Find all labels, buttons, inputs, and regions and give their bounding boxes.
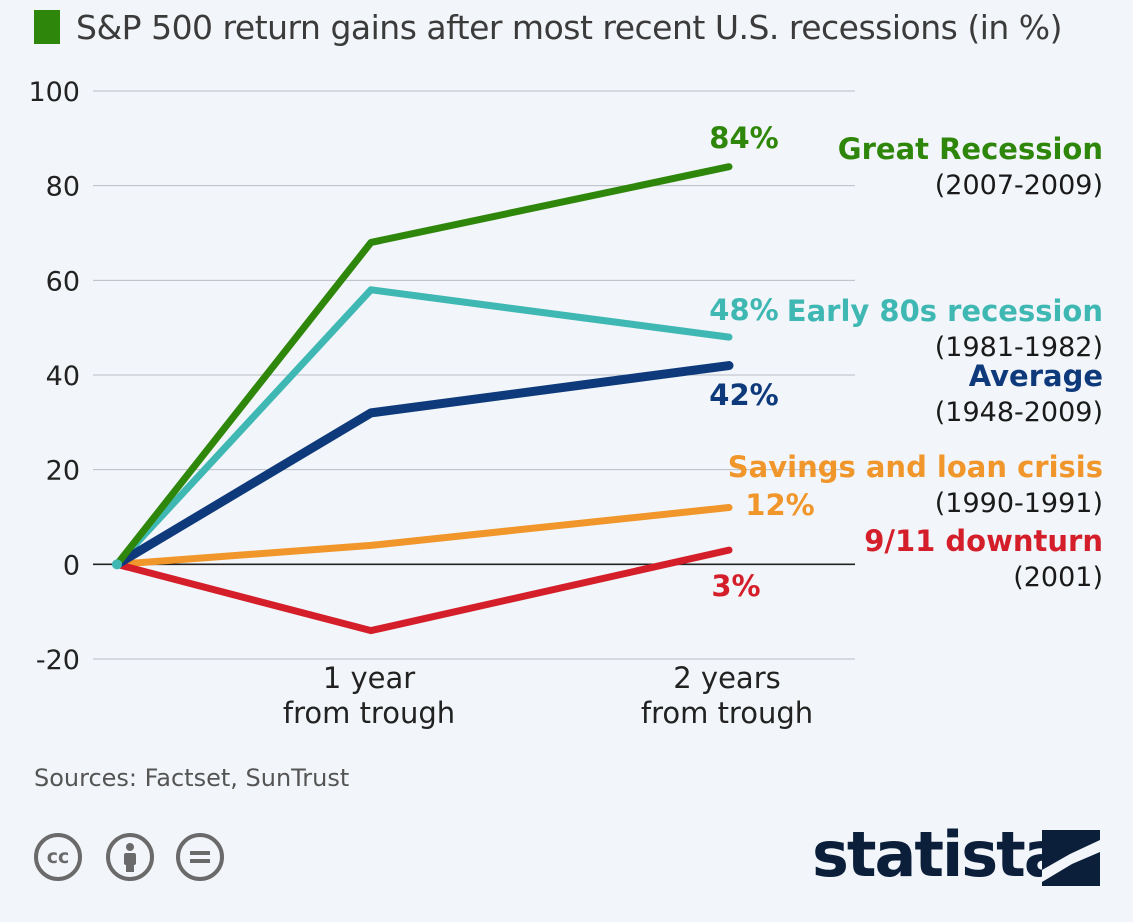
data-label: 84% — [709, 121, 778, 155]
y-tick-label: 80 — [46, 172, 80, 203]
statista-logo-icon[interactable] — [1042, 830, 1100, 886]
statista-logo-text[interactable]: statista — [812, 818, 1066, 891]
series-line-early-80s-recession — [113, 286, 733, 568]
series-line-average — [112, 361, 734, 569]
legend-name: Early 80s recession — [787, 294, 1103, 328]
legend-name: 9/11 downturn — [864, 524, 1103, 558]
title-accent-bar — [34, 10, 60, 44]
y-tick-label: -20 — [36, 645, 80, 676]
x-tick-label: 2 years — [673, 661, 780, 695]
y-tick-label: 20 — [46, 456, 80, 487]
x-tick-label: from trough — [283, 696, 455, 730]
legend-name: Savings and loan crisis — [728, 450, 1103, 484]
by-icon[interactable] — [106, 833, 154, 881]
data-label: 48% — [709, 293, 778, 327]
legend-period: (1990-1991) — [935, 488, 1103, 519]
y-tick-label: 60 — [46, 266, 80, 297]
series-line-savings-and-loan-crisis — [113, 504, 733, 568]
source-note: Sources: Factset, SunTrust — [34, 764, 350, 792]
legend-period: (2007-2009) — [935, 170, 1103, 201]
origin-point — [112, 559, 122, 570]
legend-period: (2001) — [1013, 562, 1103, 593]
x-tick-label: 1 year — [323, 661, 415, 695]
legend-period: (1948-2009) — [935, 397, 1103, 428]
legend-period: (1981-1982) — [935, 332, 1103, 363]
y-tick-label: 100 — [28, 77, 80, 108]
cc-icon[interactable]: cc — [34, 833, 82, 881]
x-tick-label: from trough — [641, 696, 813, 730]
data-label: 42% — [709, 378, 778, 412]
legend-name: Great Recession — [838, 132, 1103, 166]
legend-name: Average — [969, 359, 1103, 393]
nd-icon[interactable] — [176, 833, 224, 881]
y-tick-label: 40 — [46, 361, 80, 392]
series-line-9-11-downturn — [113, 546, 733, 635]
data-label: 3% — [711, 569, 760, 603]
data-label: 12% — [745, 488, 814, 522]
chart-title: S&P 500 return gains after most recent U… — [76, 8, 1063, 47]
y-tick-label: 0 — [63, 550, 80, 581]
series-line-great-recession — [113, 163, 733, 568]
